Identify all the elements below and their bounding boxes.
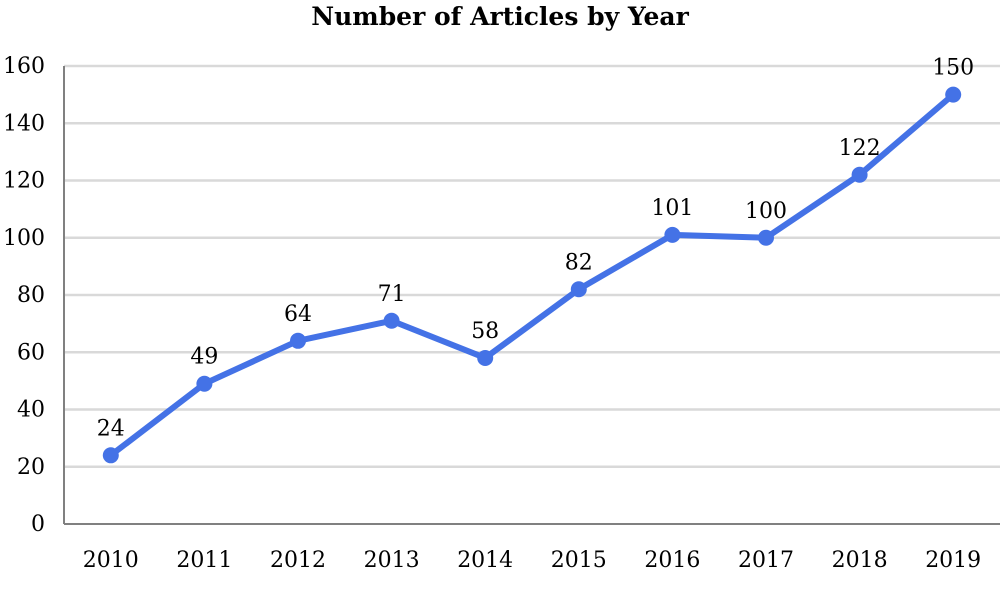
series-articles — [102, 86, 962, 464]
y-tick-label: 40 — [17, 398, 45, 423]
data-point — [758, 229, 774, 246]
y-tick-label: 140 — [3, 111, 45, 136]
data-label: 49 — [190, 345, 218, 370]
data-label: 122 — [839, 136, 881, 161]
data-point — [851, 166, 868, 183]
data-point — [290, 332, 306, 349]
y-tick-label: 80 — [17, 283, 45, 308]
data-point — [945, 86, 962, 103]
y-tick-labels: 0 20 40 60 80 100 120 140 160 — [3, 54, 45, 537]
y-tick-label: 60 — [17, 340, 45, 365]
x-tick-label: 2013 — [364, 548, 420, 573]
x-tick-label: 2011 — [176, 548, 232, 573]
x-tick-label: 2010 — [83, 548, 139, 573]
data-label: 101 — [651, 196, 693, 221]
data-label: 64 — [284, 302, 312, 327]
data-label: 58 — [471, 319, 499, 344]
data-point — [383, 312, 400, 329]
data-point — [570, 281, 587, 298]
data-labels: 24 49 64 71 58 82 101 100 122 150 — [97, 56, 974, 442]
y-tick-label: 120 — [3, 169, 45, 194]
axes — [63, 66, 1000, 525]
x-tick-label: 2015 — [551, 548, 607, 573]
data-label: 150 — [932, 56, 974, 81]
y-tick-label: 20 — [17, 455, 45, 480]
data-point — [196, 375, 213, 392]
y-tick-label: 160 — [3, 54, 45, 79]
data-label: 71 — [378, 282, 406, 307]
data-label: 24 — [97, 416, 125, 441]
data-label: 82 — [565, 250, 593, 275]
data-point — [477, 349, 494, 366]
x-tick-label: 2017 — [738, 548, 794, 573]
x-tick-label: 2018 — [832, 548, 888, 573]
x-tick-label: 2014 — [457, 548, 513, 573]
x-tick-label: 2019 — [925, 548, 981, 573]
chart-title: Number of Articles by Year — [311, 2, 689, 31]
x-tick-label: 2016 — [644, 548, 700, 573]
x-tick-label: 2012 — [270, 548, 326, 573]
data-label: 100 — [745, 199, 787, 224]
x-tick-labels: 2010 2011 2012 2013 2014 2015 2016 2017 2018 2019 — [83, 548, 981, 573]
y-tick-label: 0 — [31, 512, 45, 537]
gridlines — [64, 64, 1000, 468]
data-point — [102, 447, 119, 464]
y-tick-label: 100 — [3, 226, 45, 251]
series-line — [107, 91, 957, 459]
data-point — [664, 226, 681, 243]
